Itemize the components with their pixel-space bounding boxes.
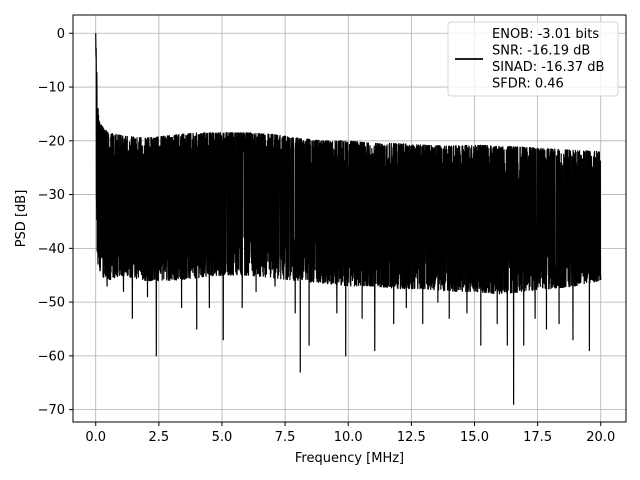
x-tick-label: 7.5 (275, 430, 296, 445)
x-tick-label: 0.0 (85, 430, 106, 445)
x-tick-label: 15.0 (460, 430, 489, 445)
y-axis-label: PSD [dB] (14, 190, 29, 248)
psd-series-line (95, 33, 602, 405)
x-tick-label: 20.0 (586, 430, 615, 445)
y-tick-label: −60 (38, 349, 65, 364)
legend-box (447, 21, 619, 97)
y-tick-label: −50 (38, 296, 65, 311)
x-tick-label: 17.5 (523, 430, 552, 445)
legend: ENOB: -3.01 bits SNR: -16.19 dB SINAD: -… (447, 21, 619, 97)
data-layer (95, 33, 602, 405)
legend-enob: ENOB: -3.01 bits (492, 27, 599, 42)
plot-frame (72, 14, 627, 423)
x-tick-label: 5.0 (212, 430, 233, 445)
legend-snr: SNR: -16.19 dB (492, 44, 590, 59)
x-axis-ticks: 0.0 2.5 5.0 7.5 10.0 12.5 15.0 17.5 20.0 (85, 422, 615, 445)
x-tick-label: 10.0 (334, 430, 363, 445)
x-tick-label: 2.5 (149, 430, 170, 445)
y-tick-label: −10 (38, 81, 65, 96)
legend-sfdr: SFDR: 0.46 (492, 77, 564, 92)
y-tick-label: 0 (57, 27, 65, 42)
y-tick-label: −40 (38, 242, 65, 257)
y-tick-label: −20 (38, 134, 65, 149)
legend-sinad: SINAD: -16.37 dB (492, 60, 604, 75)
x-tick-label: 12.5 (397, 430, 426, 445)
y-axis-ticks: 0 −10 −20 −30 −40 −50 −60 −70 (38, 27, 73, 418)
y-tick-label: −70 (38, 403, 65, 418)
x-axis-label: Frequency [MHz] (295, 451, 404, 466)
y-tick-label: −30 (38, 188, 65, 203)
